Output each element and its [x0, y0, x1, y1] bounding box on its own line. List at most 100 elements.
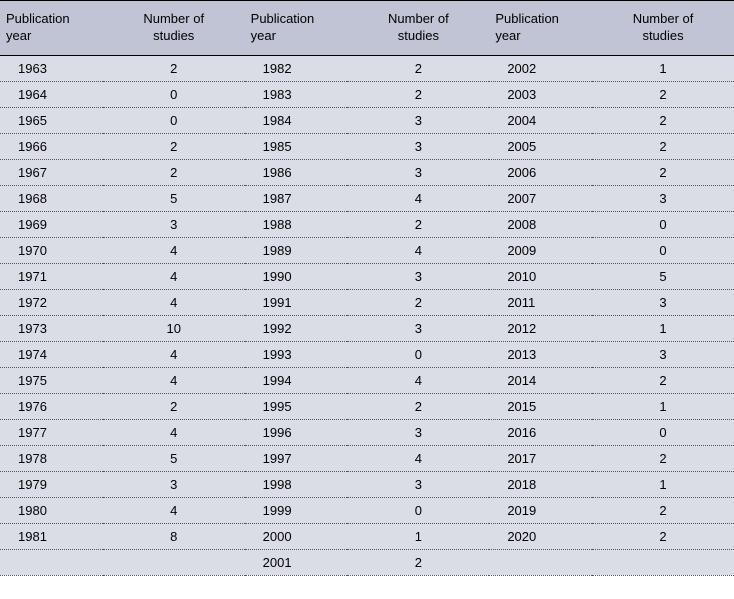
year-cell: 1998 — [245, 471, 348, 497]
count-cell — [592, 549, 734, 575]
count-cell: 0 — [592, 419, 734, 445]
count-cell: 2 — [592, 159, 734, 185]
year-cell: 1982 — [245, 55, 348, 81]
count-cell: 4 — [103, 419, 245, 445]
year-cell: 1995 — [245, 393, 348, 419]
year-cell: 2006 — [489, 159, 592, 185]
table-row: 197541994420142 — [0, 367, 734, 393]
header-pub-year-3: Publication year — [489, 1, 592, 56]
table-row: 197441993020133 — [0, 341, 734, 367]
table-row: 196851987420073 — [0, 185, 734, 211]
year-cell: 1981 — [0, 523, 103, 549]
table-header-row: Publication year Number of studies Publi… — [0, 1, 734, 56]
year-cell: 1971 — [0, 263, 103, 289]
year-cell: 1970 — [0, 237, 103, 263]
table-row: 196721986320062 — [0, 159, 734, 185]
year-cell: 1968 — [0, 185, 103, 211]
year-cell: 1997 — [245, 445, 348, 471]
count-cell: 2 — [592, 107, 734, 133]
year-cell: 1965 — [0, 107, 103, 133]
year-cell: 2015 — [489, 393, 592, 419]
count-cell: 4 — [103, 497, 245, 523]
year-cell: 1967 — [0, 159, 103, 185]
header-text: Publication — [6, 11, 70, 26]
year-cell: 2007 — [489, 185, 592, 211]
count-cell: 3 — [347, 471, 489, 497]
count-cell: 2 — [592, 367, 734, 393]
count-cell: 2 — [347, 55, 489, 81]
year-cell: 1991 — [245, 289, 348, 315]
year-cell: 1992 — [245, 315, 348, 341]
year-cell: 2003 — [489, 81, 592, 107]
count-cell: 2 — [347, 289, 489, 315]
year-cell: 2017 — [489, 445, 592, 471]
table-row: 198041999020192 — [0, 497, 734, 523]
header-text: year — [6, 28, 31, 43]
year-cell: 2010 — [489, 263, 592, 289]
table-row: 197931998320181 — [0, 471, 734, 497]
year-cell: 2005 — [489, 133, 592, 159]
table-row: 1973101992320121 — [0, 315, 734, 341]
count-cell: 2 — [103, 393, 245, 419]
year-cell — [0, 549, 103, 575]
year-cell: 1985 — [245, 133, 348, 159]
count-cell: 3 — [347, 315, 489, 341]
year-cell: 2014 — [489, 367, 592, 393]
count-cell: 3 — [347, 133, 489, 159]
year-cell: 2016 — [489, 419, 592, 445]
count-cell: 0 — [347, 341, 489, 367]
header-text: studies — [642, 28, 683, 43]
year-cell: 1989 — [245, 237, 348, 263]
header-text: year — [495, 28, 520, 43]
year-cell: 1993 — [245, 341, 348, 367]
count-cell: 2 — [103, 133, 245, 159]
count-cell: 3 — [347, 263, 489, 289]
count-cell: 2 — [592, 523, 734, 549]
year-cell: 2002 — [489, 55, 592, 81]
count-cell: 4 — [103, 263, 245, 289]
count-cell: 2 — [592, 81, 734, 107]
year-cell: 2012 — [489, 315, 592, 341]
count-cell: 0 — [592, 211, 734, 237]
year-cell: 2019 — [489, 497, 592, 523]
count-cell: 3 — [592, 289, 734, 315]
table-row: 197621995220151 — [0, 393, 734, 419]
count-cell: 4 — [347, 367, 489, 393]
year-cell: 1996 — [245, 419, 348, 445]
count-cell: 1 — [347, 523, 489, 549]
count-cell: 3 — [347, 159, 489, 185]
header-text: Publication — [251, 11, 315, 26]
year-cell: 2001 — [245, 549, 348, 575]
year-cell: 1979 — [0, 471, 103, 497]
year-cell: 1963 — [0, 55, 103, 81]
count-cell: 0 — [103, 107, 245, 133]
count-cell: 2 — [347, 211, 489, 237]
count-cell: 4 — [347, 445, 489, 471]
count-cell: 2 — [103, 159, 245, 185]
count-cell: 3 — [347, 419, 489, 445]
count-cell: 1 — [592, 471, 734, 497]
year-cell: 1964 — [0, 81, 103, 107]
year-cell: 1994 — [245, 367, 348, 393]
studies-table: Publication year Number of studies Publi… — [0, 0, 734, 576]
count-cell: 3 — [347, 107, 489, 133]
count-cell: 8 — [103, 523, 245, 549]
count-cell: 4 — [347, 185, 489, 211]
table-row: 197741996320160 — [0, 419, 734, 445]
count-cell: 1 — [592, 315, 734, 341]
count-cell: 3 — [592, 341, 734, 367]
header-text: Number of — [143, 11, 204, 26]
count-cell: 1 — [592, 393, 734, 419]
count-cell: 4 — [347, 237, 489, 263]
header-text: studies — [398, 28, 439, 43]
header-num-studies-1: Number of studies — [103, 1, 245, 56]
table-row: 196401983220032 — [0, 81, 734, 107]
count-cell: 0 — [592, 237, 734, 263]
year-cell: 1990 — [245, 263, 348, 289]
count-cell: 5 — [103, 445, 245, 471]
count-cell: 0 — [103, 81, 245, 107]
studies-table-container: Publication year Number of studies Publi… — [0, 0, 734, 576]
table-row: 197141990320105 — [0, 263, 734, 289]
header-pub-year-1: Publication year — [0, 1, 103, 56]
count-cell: 2 — [347, 393, 489, 419]
